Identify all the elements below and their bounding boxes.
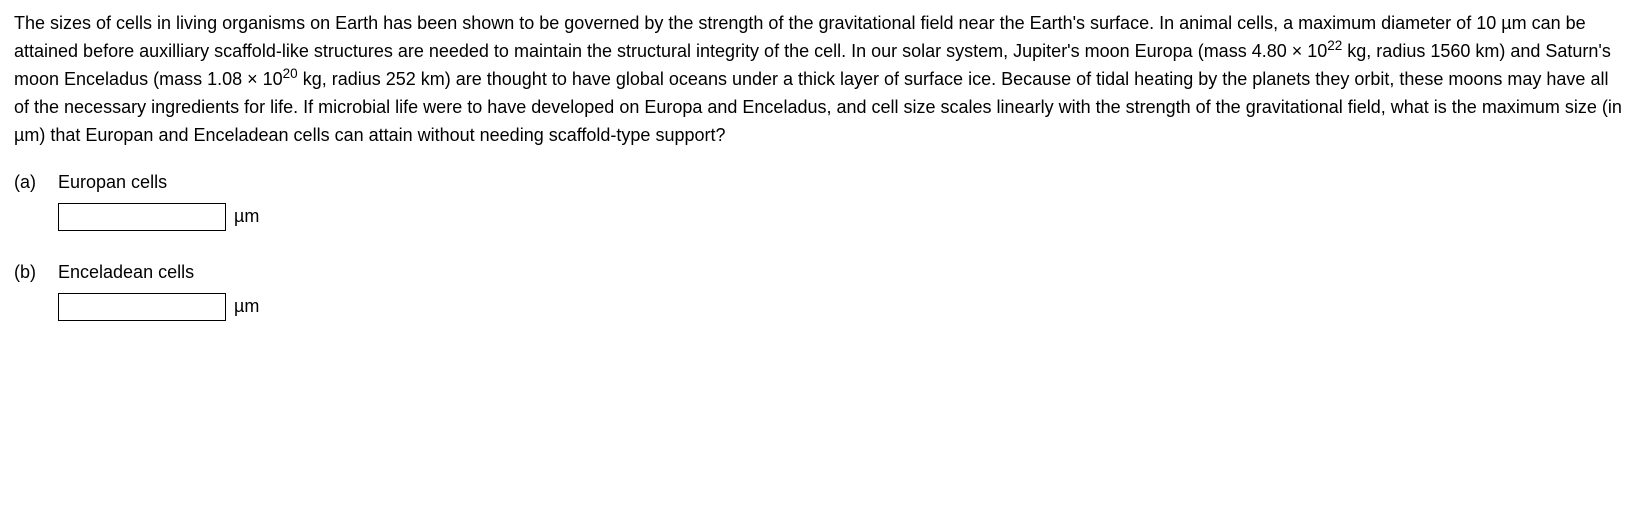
- part-a-answer-row: µm: [58, 203, 1622, 231]
- part-a-unit: µm: [234, 203, 259, 231]
- part-a-label: (a): [14, 169, 58, 197]
- part-b-unit: µm: [234, 293, 259, 321]
- part-b-answer-input[interactable]: [58, 293, 226, 321]
- part-b-title: Enceladean cells: [58, 259, 1622, 287]
- part-a: (a) Europan cells: [14, 169, 1622, 197]
- exponent: 20: [283, 66, 298, 81]
- exponent: 22: [1327, 38, 1342, 53]
- part-b-answer-row: µm: [58, 293, 1622, 321]
- parts-container: (a) Europan cells µm (b) Enceladean cell…: [14, 169, 1622, 321]
- part-a-title: Europan cells: [58, 169, 1622, 197]
- problem-statement: The sizes of cells in living organisms o…: [14, 10, 1622, 149]
- part-b-label: (b): [14, 259, 58, 287]
- part-b: (b) Enceladean cells: [14, 259, 1622, 287]
- part-a-answer-input[interactable]: [58, 203, 226, 231]
